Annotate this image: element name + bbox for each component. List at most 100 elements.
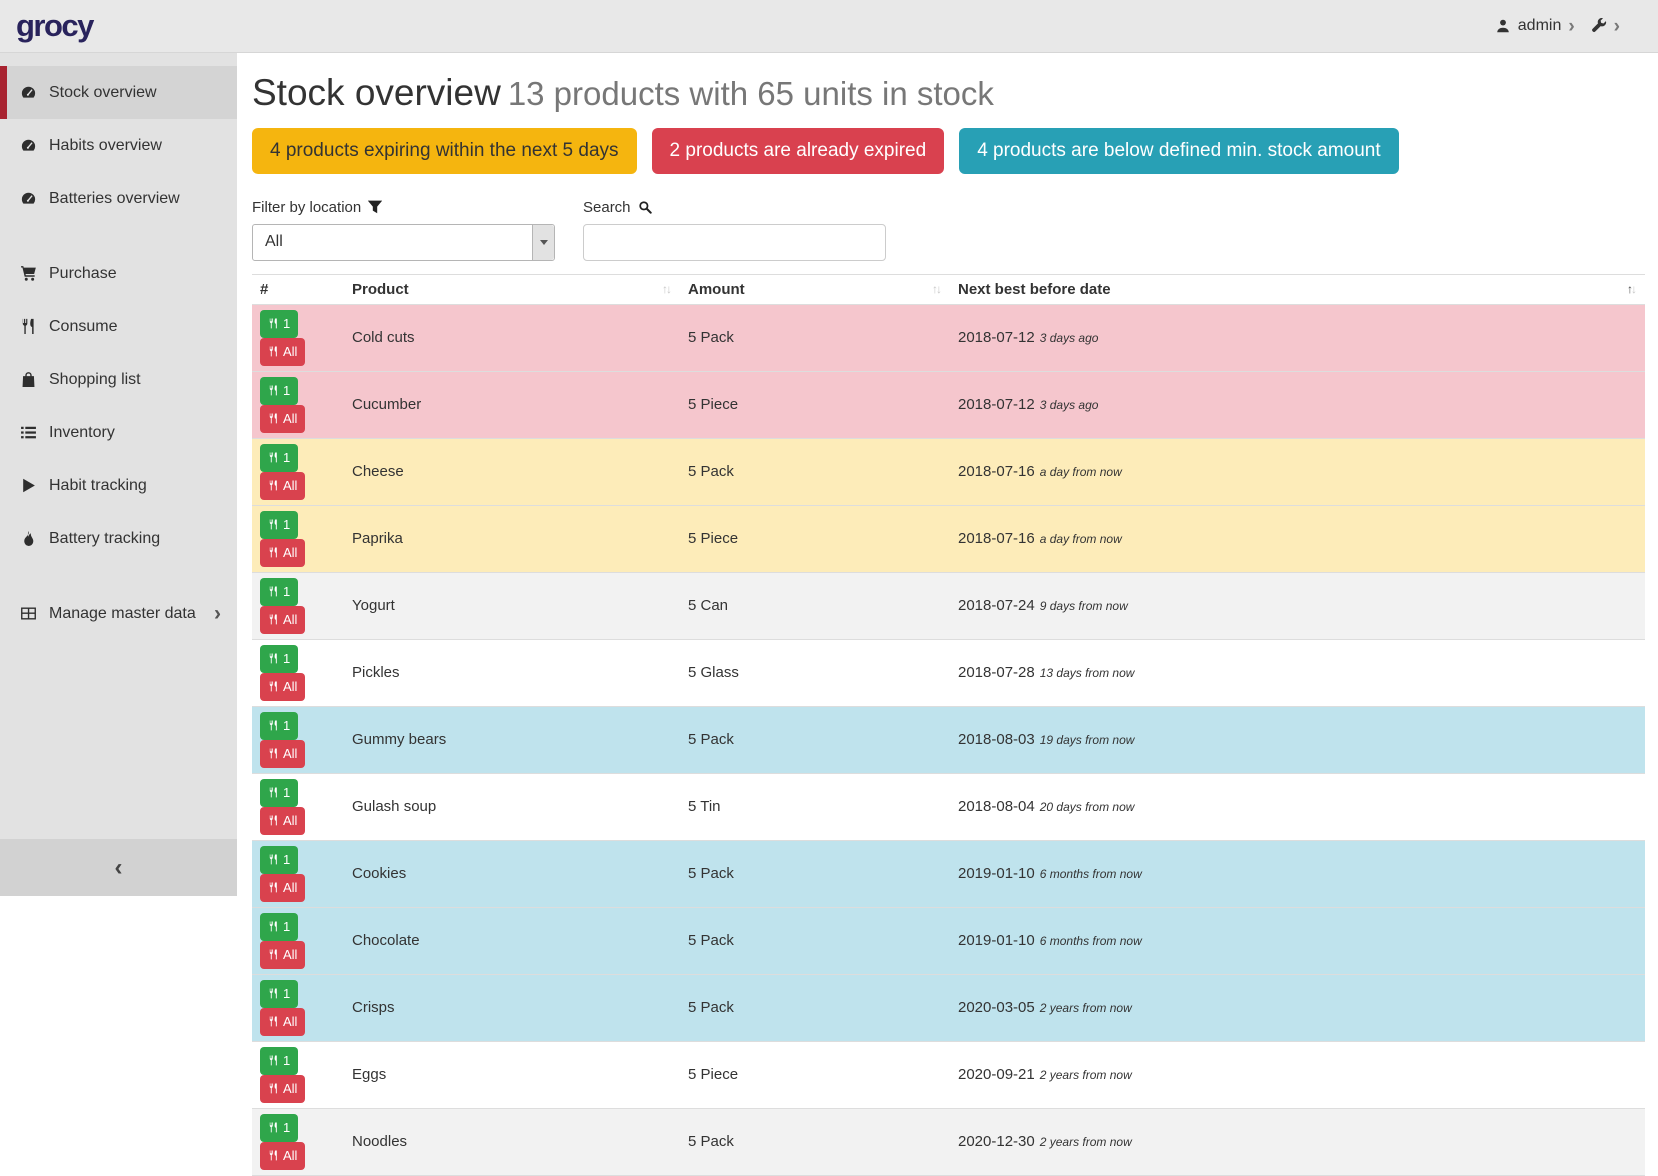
- utensils-icon: [268, 787, 279, 798]
- filter-icon: [368, 200, 382, 214]
- table-row: 1AllEggs5 Piece2020-09-212 years from no…: [252, 1041, 1645, 1108]
- table-icon: [20, 605, 41, 622]
- consume-one-button[interactable]: 1: [260, 578, 298, 606]
- actions-cell: 1All: [252, 1041, 344, 1108]
- settings-menu[interactable]: ›: [1591, 17, 1620, 36]
- product-cell: Cold cuts: [344, 304, 680, 371]
- consume-all-button[interactable]: All: [260, 405, 305, 433]
- consume-all-button[interactable]: All: [260, 539, 305, 567]
- sidebar: Stock overviewHabits overviewBatteries o…: [0, 53, 237, 896]
- best-before-date: 2018-07-12: [958, 329, 1035, 346]
- amount-cell: 5 Piece: [680, 371, 950, 438]
- consume-all-button[interactable]: All: [260, 1142, 305, 1170]
- table-row: 1AllGummy bears5 Pack2018-08-0319 days f…: [252, 706, 1645, 773]
- utensils-icon: [268, 921, 279, 932]
- relative-time: 20 days from now: [1040, 800, 1135, 814]
- amount-cell: 5 Piece: [680, 505, 950, 572]
- relative-time: 3 days ago: [1040, 331, 1099, 345]
- consume-one-button[interactable]: 1: [260, 310, 298, 338]
- relative-time: 13 days from now: [1040, 666, 1135, 680]
- consume-one-button[interactable]: 1: [260, 1114, 298, 1142]
- actions-cell: 1All: [252, 505, 344, 572]
- product-cell: Gulash soup: [344, 773, 680, 840]
- utensils-icon: [268, 547, 279, 558]
- sidebar-item-habit-tracking[interactable]: Habit tracking: [0, 459, 237, 512]
- sidebar-item-habits-overview[interactable]: Habits overview: [0, 119, 237, 172]
- table-row: 1AllCold cuts5 Pack2018-07-123 days ago: [252, 304, 1645, 371]
- sidebar-item-purchase[interactable]: Purchase: [0, 247, 237, 300]
- consume-one-button[interactable]: 1: [260, 511, 298, 539]
- consume-all-button[interactable]: All: [260, 1075, 305, 1103]
- stock-table-body: 1AllCold cuts5 Pack2018-07-123 days ago1…: [252, 304, 1645, 1175]
- consume-all-button[interactable]: All: [260, 1008, 305, 1036]
- sidebar-item-stock-overview[interactable]: Stock overview: [0, 66, 237, 119]
- best-before-cell: 2018-07-16a day from now: [950, 505, 1645, 572]
- app-logo[interactable]: grocy: [16, 8, 93, 44]
- sidebar-item-battery-tracking[interactable]: Battery tracking: [0, 512, 237, 565]
- consume-one-button[interactable]: 1: [260, 1047, 298, 1075]
- chevron-right-icon: ›: [214, 603, 221, 624]
- sidebar-item-inventory[interactable]: Inventory: [0, 406, 237, 459]
- best-before-date: 2018-07-28: [958, 664, 1035, 681]
- user-icon: [1495, 18, 1511, 34]
- select-dropdown-arrow-icon: [532, 225, 554, 260]
- consume-one-button[interactable]: 1: [260, 980, 298, 1008]
- consume-all-button[interactable]: All: [260, 472, 305, 500]
- expiring-badge[interactable]: 4 products expiring within the next 5 da…: [252, 128, 637, 174]
- table-row: 1AllCookies5 Pack2019-01-106 months from…: [252, 840, 1645, 907]
- search-input[interactable]: [583, 224, 886, 261]
- relative-time: 6 months from now: [1040, 867, 1142, 881]
- status-badges: 4 products expiring within the next 5 da…: [252, 128, 1645, 174]
- consume-all-button[interactable]: All: [260, 874, 305, 902]
- consume-all-button[interactable]: All: [260, 673, 305, 701]
- sidebar-collapse-button[interactable]: ‹: [0, 839, 237, 896]
- product-cell: Cucumber: [344, 371, 680, 438]
- column-header-best-before[interactable]: Next best before date ↑↓: [950, 274, 1645, 304]
- best-before-date: 2018-07-24: [958, 597, 1035, 614]
- consume-all-button[interactable]: All: [260, 338, 305, 366]
- main-content: Stock overview13 products with 65 units …: [237, 53, 1658, 896]
- table-row: 1AllNoodles5 Pack2020-12-302 years from …: [252, 1108, 1645, 1175]
- best-before-cell: 2018-07-16a day from now: [950, 438, 1645, 505]
- column-header-product[interactable]: Product ↑↓: [344, 274, 680, 304]
- table-row: 1AllCrisps5 Pack2020-03-052 years from n…: [252, 974, 1645, 1041]
- consume-one-button[interactable]: 1: [260, 377, 298, 405]
- product-cell: Chocolate: [344, 907, 680, 974]
- user-menu[interactable]: admin ›: [1495, 17, 1575, 36]
- consume-all-button[interactable]: All: [260, 807, 305, 835]
- consume-one-button[interactable]: 1: [260, 913, 298, 941]
- best-before-cell: 2020-12-302 years from now: [950, 1108, 1645, 1175]
- search-icon: [638, 200, 652, 214]
- actions-cell: 1All: [252, 974, 344, 1041]
- sidebar-item-manage-master-data[interactable]: Manage master data›: [0, 587, 237, 640]
- sidebar-item-batteries-overview[interactable]: Batteries overview: [0, 172, 237, 225]
- consume-one-button[interactable]: 1: [260, 779, 298, 807]
- consume-all-button[interactable]: All: [260, 941, 305, 969]
- sort-icon: ↑↓: [1627, 282, 1637, 296]
- column-header-amount[interactable]: Amount ↑↓: [680, 274, 950, 304]
- product-cell: Cheese: [344, 438, 680, 505]
- location-filter-select[interactable]: All: [252, 224, 555, 261]
- consume-one-button[interactable]: 1: [260, 846, 298, 874]
- utensils-icon: [268, 1016, 279, 1027]
- table-row: 1AllPaprika5 Piece2018-07-16a day from n…: [252, 505, 1645, 572]
- consume-one-button[interactable]: 1: [260, 645, 298, 673]
- utensils-icon: [268, 480, 279, 491]
- best-before-cell: 2020-09-212 years from now: [950, 1041, 1645, 1108]
- consume-one-button[interactable]: 1: [260, 444, 298, 472]
- consume-all-button[interactable]: All: [260, 740, 305, 768]
- user-name: admin: [1518, 17, 1562, 35]
- amount-cell: 5 Pack: [680, 1108, 950, 1175]
- consume-all-button[interactable]: All: [260, 606, 305, 634]
- utensils-icon: [268, 1055, 279, 1066]
- best-before-date: 2018-08-03: [958, 731, 1035, 748]
- sidebar-item-shopping-list[interactable]: Shopping list: [0, 353, 237, 406]
- relative-time: a day from now: [1040, 532, 1122, 546]
- sidebar-item-consume[interactable]: Consume: [0, 300, 237, 353]
- utensils-icon: [268, 988, 279, 999]
- utensils-icon: [268, 653, 279, 664]
- consume-one-button[interactable]: 1: [260, 712, 298, 740]
- expired-badge[interactable]: 2 products are already expired: [652, 128, 945, 174]
- below-min-stock-badge[interactable]: 4 products are below defined min. stock …: [959, 128, 1398, 174]
- table-row: 1AllCucumber5 Piece2018-07-123 days ago: [252, 371, 1645, 438]
